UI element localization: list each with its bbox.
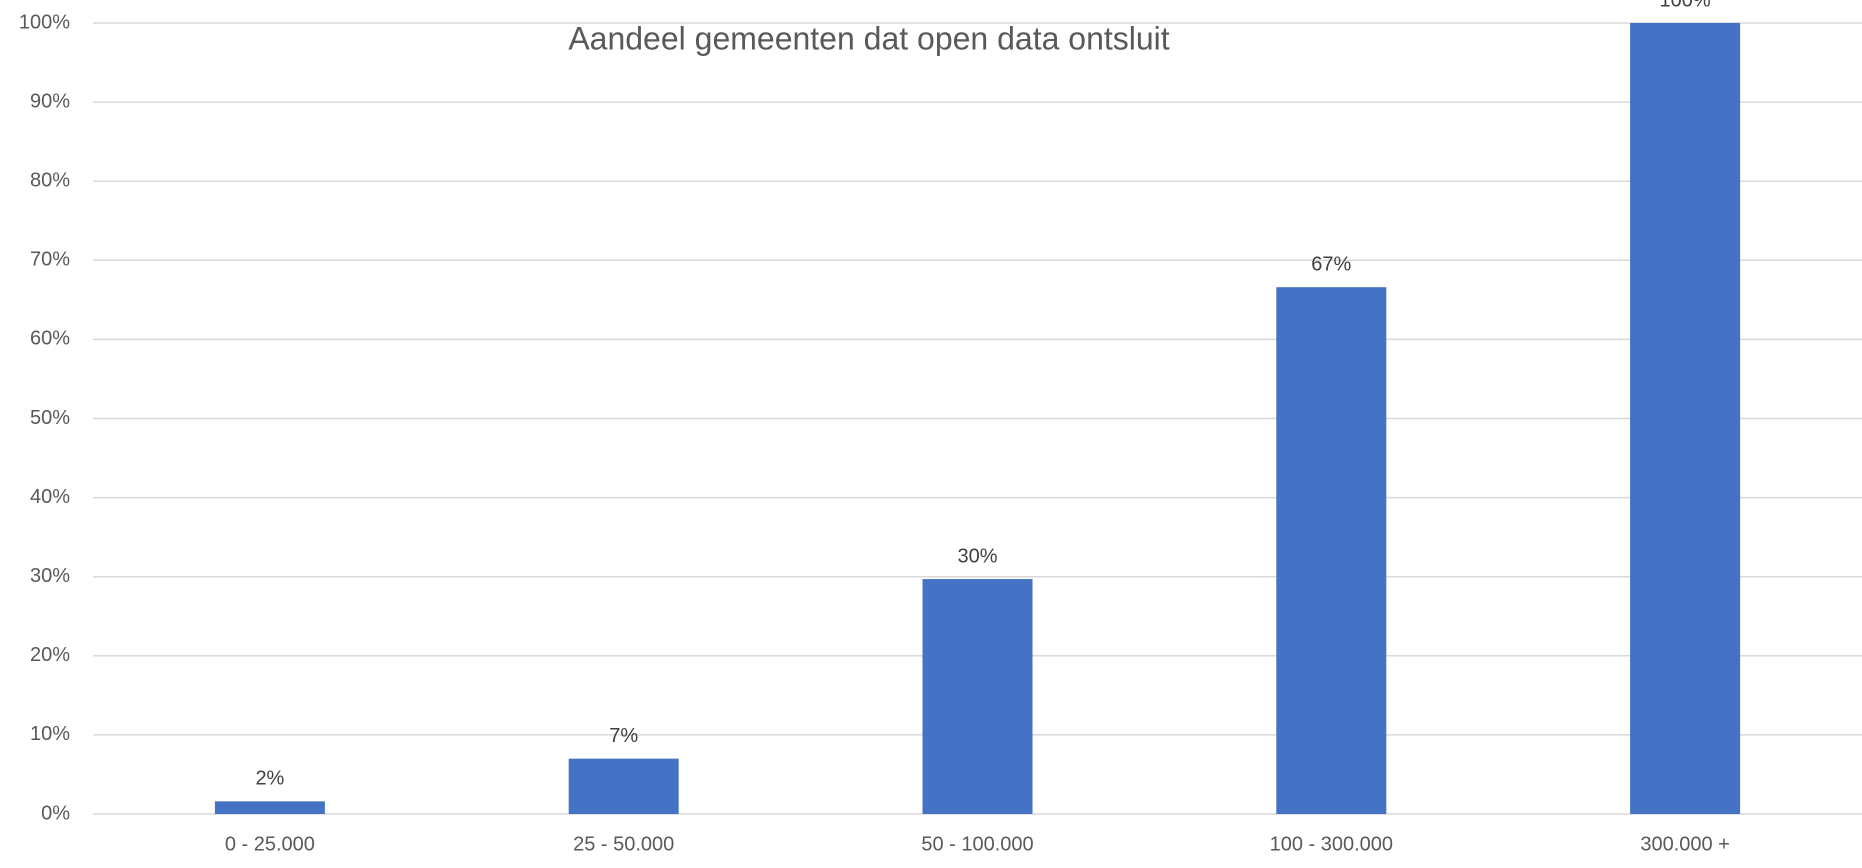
data-label: 2% [255,768,284,790]
y-tick-label: 60% [30,328,70,350]
y-tick-label: 70% [30,249,70,271]
y-tick-label: 0% [41,802,70,824]
bar [1276,287,1387,815]
data-label: 7% [609,725,638,747]
x-tick-label: 25 - 50.000 [573,833,674,855]
bar [1630,23,1741,814]
data-label: 30% [957,545,997,567]
y-tick-label: 80% [30,169,70,191]
x-tick-label: 0 - 25.000 [225,833,315,855]
data-label: 67% [1311,253,1351,275]
y-tick-label: 40% [30,486,70,508]
y-tick-label: 90% [30,90,70,112]
bar [214,801,325,814]
chart-title: Aandeel gemeenten dat open data ontsluit [568,20,1169,56]
y-tick-label: 30% [30,565,70,587]
y-tick-label: 50% [30,407,70,429]
data-label: 100% [1660,0,1711,11]
x-tick-label: 100 - 300.000 [1270,833,1393,855]
y-tick-label: 10% [30,723,70,745]
bar [922,579,1033,814]
y-tick-label: 20% [30,644,70,666]
x-tick-label: 50 - 100.000 [921,833,1033,855]
y-tick-label: 100% [19,11,70,33]
bar [568,758,679,814]
x-tick-label: 300.000 + [1640,833,1730,855]
